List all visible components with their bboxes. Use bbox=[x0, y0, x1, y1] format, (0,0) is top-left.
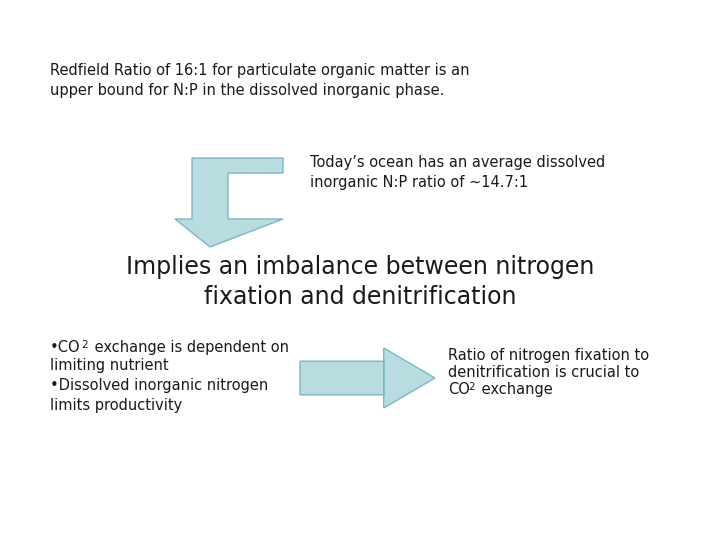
Text: exchange is dependent on: exchange is dependent on bbox=[90, 340, 289, 355]
Text: •CO: •CO bbox=[50, 340, 81, 355]
Text: Redfield Ratio of 16:1 for particulate organic matter is an
upper bound for N:P : Redfield Ratio of 16:1 for particulate o… bbox=[50, 63, 469, 98]
Text: fixation and denitrification: fixation and denitrification bbox=[204, 285, 516, 309]
Polygon shape bbox=[300, 348, 435, 408]
Text: Today’s ocean has an average dissolved
inorganic N:P ratio of ~14.7:1: Today’s ocean has an average dissolved i… bbox=[310, 155, 606, 190]
Text: Ratio of nitrogen fixation to: Ratio of nitrogen fixation to bbox=[448, 348, 649, 363]
Polygon shape bbox=[175, 158, 283, 247]
Text: Implies an imbalance between nitrogen: Implies an imbalance between nitrogen bbox=[126, 255, 594, 279]
Text: 2: 2 bbox=[81, 340, 88, 350]
Text: denitrification is crucial to: denitrification is crucial to bbox=[448, 365, 639, 380]
Text: exchange: exchange bbox=[477, 382, 553, 397]
Text: limiting nutrient: limiting nutrient bbox=[50, 358, 168, 373]
Text: •Dissolved inorganic nitrogen
limits productivity: •Dissolved inorganic nitrogen limits pro… bbox=[50, 378, 269, 413]
Text: CO: CO bbox=[448, 382, 470, 397]
Text: 2: 2 bbox=[468, 382, 474, 392]
